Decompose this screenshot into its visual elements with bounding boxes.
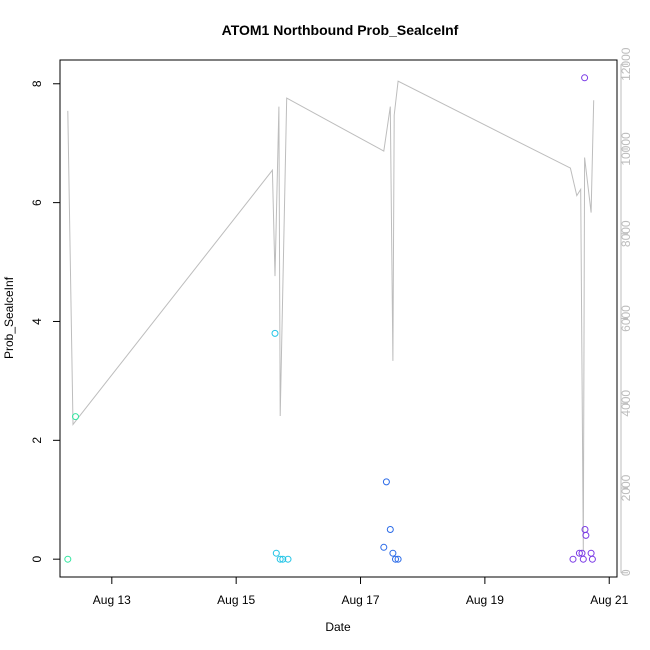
y-tick-label-0: 0 [30, 556, 44, 563]
data-point-0 [64, 555, 72, 563]
data-point-19 [582, 531, 590, 539]
x-axis: Aug 13 Aug 15 Aug 17 Aug 19 Aug 21 [93, 577, 629, 607]
data-point-20 [587, 549, 595, 557]
y2-tick-label-4: 8000 [619, 220, 633, 247]
data-point-21 [588, 555, 596, 563]
data-point-16 [579, 555, 587, 563]
plot-frame [59, 59, 618, 578]
y-axis-right: 0 2000 4000 6000 8000 10000 12000 [619, 47, 633, 576]
y2-tick-label-5: 10000 [619, 132, 633, 166]
data-point-4 [276, 555, 284, 563]
data-point-9 [386, 526, 394, 533]
data-point-13 [569, 555, 577, 563]
y-tick-label-2: 4 [30, 318, 44, 325]
data-point-6 [284, 555, 292, 563]
chart-title: ATOM1 Northbound Prob_SealceInf [222, 22, 459, 38]
y2-tick-label-6: 12000 [619, 47, 633, 81]
data-point-7 [380, 543, 388, 551]
data-point-17 [581, 74, 589, 82]
x-tick-label-1: Aug 15 [217, 593, 255, 607]
data-point-12 [394, 555, 402, 563]
x-tick-label-2: Aug 17 [341, 593, 379, 607]
y-tick-label-1: 2 [30, 437, 44, 444]
data-point-2 [271, 329, 279, 337]
y2-tick-label-1: 2000 [619, 474, 633, 501]
y2-tick-label-0: 0 [619, 569, 633, 576]
data-point-10 [389, 549, 397, 557]
data-point-8 [382, 478, 390, 486]
y2-tick-label-2: 4000 [619, 390, 633, 417]
y-axis-label: Prob_SealceInf [2, 276, 16, 359]
y-axis-left: 0 2 4 6 8 [30, 80, 60, 563]
scatter-points [64, 74, 596, 563]
y-tick-label-4: 8 [30, 80, 44, 87]
y2-tick-label-3: 6000 [619, 305, 633, 332]
x-axis-label: Date [325, 620, 351, 634]
x-tick-label-0: Aug 13 [93, 593, 131, 607]
x-tick-label-3: Aug 19 [466, 593, 504, 607]
y-tick-label-3: 6 [30, 199, 44, 206]
data-point-11 [392, 555, 399, 563]
data-point-14 [575, 549, 583, 557]
secondary-series-line [67, 80, 595, 552]
data-point-5 [279, 555, 287, 563]
data-point-1 [72, 413, 79, 421]
x-tick-label-4: Aug 21 [590, 593, 628, 607]
data-point-3 [272, 549, 280, 557]
